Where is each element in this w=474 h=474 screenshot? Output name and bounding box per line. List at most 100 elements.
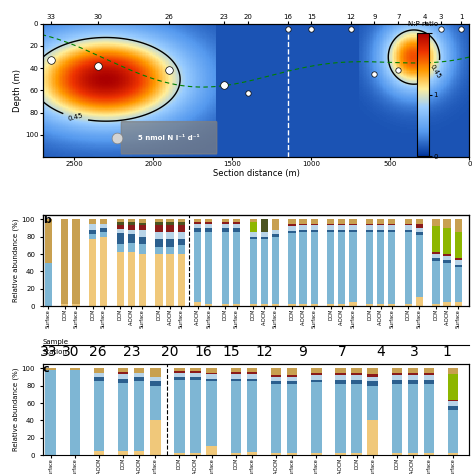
Bar	[432, 258, 439, 261]
Bar	[134, 451, 145, 455]
Bar	[222, 232, 229, 303]
Bar	[178, 222, 185, 225]
Bar	[311, 375, 321, 380]
Bar	[392, 453, 402, 455]
Y-axis label: Relative abundance (%): Relative abundance (%)	[12, 219, 19, 302]
Bar	[367, 374, 378, 377]
Bar	[448, 400, 458, 401]
Bar	[207, 368, 217, 373]
Bar	[205, 219, 212, 222]
Bar	[128, 230, 135, 234]
Bar	[327, 219, 334, 224]
Bar	[118, 451, 128, 455]
Bar	[366, 230, 373, 232]
Bar	[351, 384, 362, 453]
Bar	[405, 224, 412, 226]
Bar	[150, 368, 161, 377]
Bar	[351, 380, 362, 384]
Bar	[448, 374, 458, 400]
Bar	[327, 224, 334, 226]
Bar	[335, 375, 346, 380]
Point	[308, 26, 315, 33]
Bar	[288, 227, 296, 231]
Bar	[94, 368, 104, 373]
Bar	[205, 232, 212, 303]
Point	[113, 135, 121, 142]
Bar	[272, 237, 279, 304]
Bar	[271, 382, 281, 384]
Bar	[388, 219, 395, 224]
Bar	[194, 224, 201, 228]
Bar	[432, 304, 439, 306]
Bar	[246, 382, 257, 453]
Bar	[118, 372, 128, 374]
Bar	[349, 226, 356, 230]
Bar	[310, 230, 318, 232]
Bar	[128, 219, 135, 222]
Bar	[207, 382, 217, 447]
Bar	[288, 231, 296, 233]
Bar	[388, 304, 395, 306]
Bar	[139, 223, 146, 226]
Bar	[117, 219, 124, 222]
Bar	[231, 382, 241, 453]
Point	[244, 89, 252, 97]
Bar	[335, 368, 346, 373]
Bar	[392, 380, 402, 384]
Bar	[178, 246, 185, 254]
Bar	[89, 238, 96, 306]
Bar	[310, 219, 318, 224]
Bar	[377, 230, 384, 232]
Bar	[233, 222, 240, 224]
Bar	[349, 302, 356, 306]
Bar	[366, 232, 373, 304]
Bar	[128, 243, 135, 252]
Bar	[117, 233, 124, 244]
Point	[347, 26, 355, 33]
Bar	[70, 370, 80, 455]
Bar	[45, 219, 52, 263]
Bar	[139, 254, 146, 306]
Bar	[444, 302, 451, 306]
Bar	[455, 264, 462, 267]
Bar	[166, 225, 173, 232]
Bar	[448, 410, 458, 453]
Bar	[174, 368, 185, 371]
Bar	[261, 304, 268, 306]
Bar	[335, 380, 346, 384]
Bar	[416, 228, 423, 232]
Bar	[191, 453, 201, 455]
Bar	[392, 384, 402, 453]
Bar	[311, 380, 321, 382]
Bar	[424, 453, 434, 455]
Bar	[455, 267, 462, 302]
Bar	[408, 368, 418, 373]
Bar	[205, 224, 212, 228]
Bar	[191, 380, 201, 453]
FancyBboxPatch shape	[121, 122, 217, 154]
Bar	[191, 371, 201, 373]
Bar	[366, 226, 373, 230]
Bar	[233, 303, 240, 306]
Point	[437, 26, 445, 33]
Bar	[246, 453, 257, 455]
Bar	[424, 373, 434, 375]
Bar	[155, 222, 163, 225]
Bar	[100, 228, 107, 232]
Bar	[166, 247, 173, 254]
Bar	[367, 386, 378, 420]
Point	[457, 26, 465, 33]
Bar	[139, 226, 146, 230]
Bar	[448, 401, 458, 406]
Bar	[261, 237, 268, 239]
Bar	[222, 222, 229, 224]
Bar	[287, 384, 297, 453]
Bar	[424, 380, 434, 384]
Bar	[166, 222, 173, 225]
Bar	[233, 228, 240, 232]
Bar	[448, 453, 458, 455]
Bar	[300, 226, 307, 230]
Bar	[287, 377, 297, 382]
Bar	[287, 453, 297, 455]
Bar	[327, 232, 334, 304]
